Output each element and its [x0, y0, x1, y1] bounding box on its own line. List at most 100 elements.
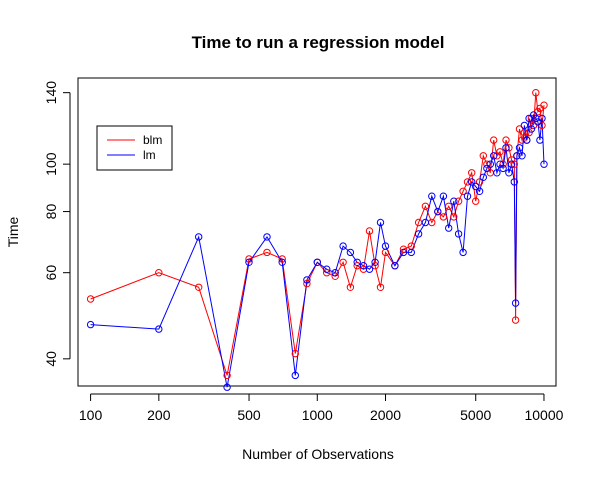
- data-point-blm: [496, 148, 504, 156]
- data-point-lm: [263, 233, 271, 241]
- data-point-lm: [540, 160, 548, 168]
- data-point-lm: [459, 248, 467, 257]
- data-point-blm: [303, 279, 311, 288]
- data-point-lm: [499, 164, 507, 173]
- data-point-blm: [525, 128, 533, 137]
- data-point-lm: [434, 207, 442, 216]
- data-point-blm: [505, 144, 513, 152]
- data-point-lm: [538, 114, 546, 123]
- data-point-lm: [381, 242, 390, 250]
- data-point-blm: [245, 255, 253, 263]
- data-point-lm: [490, 152, 498, 160]
- data-point-lm: [353, 258, 361, 266]
- x-tick-label: 2000: [370, 407, 401, 423]
- data-point-lm: [421, 218, 430, 227]
- data-point-lm: [414, 230, 423, 238]
- data-point-lm: [391, 262, 399, 270]
- data-point-blm: [463, 178, 472, 186]
- data-point-blm: [483, 160, 491, 168]
- data-point-lm: [365, 265, 374, 273]
- y-tick-label: 100: [43, 152, 59, 176]
- data-point-lm: [359, 262, 368, 270]
- data-point-lm: [523, 136, 531, 144]
- data-point-blm: [540, 101, 548, 109]
- x-axis: 100 200 500 1000 2000 5000 10000: [79, 393, 564, 423]
- data-point-blm: [459, 187, 467, 196]
- plot-box: [77, 77, 557, 387]
- data-point-lm: [407, 248, 415, 257]
- data-point-lm: [323, 265, 331, 273]
- data-point-blm: [490, 136, 498, 144]
- data-point-lm: [313, 258, 321, 266]
- data-point-lm: [371, 258, 379, 266]
- data-point-lm: [507, 160, 516, 168]
- data-point-blm: [291, 349, 299, 358]
- data-point-blm: [278, 255, 286, 263]
- data-point-blm: [155, 269, 163, 277]
- data-point-lm: [463, 192, 472, 200]
- y-tick-label: 60: [43, 265, 59, 281]
- data-point-lm: [475, 187, 484, 196]
- data-point-blm: [399, 245, 408, 253]
- data-point-lm: [245, 258, 253, 266]
- data-point-blm: [346, 283, 355, 291]
- data-point-lm: [86, 320, 95, 329]
- y-tick-label: 140: [43, 81, 59, 105]
- data-point-blm: [195, 283, 203, 291]
- x-tick-label: 1000: [302, 407, 333, 423]
- data-point-lm: [428, 192, 436, 200]
- y-tick-label: 80: [43, 204, 59, 220]
- data-point-lm: [493, 169, 501, 177]
- data-point-lm: [223, 383, 231, 391]
- legend-label-lm: lm: [143, 148, 156, 162]
- data-point-blm: [339, 258, 347, 266]
- data-point-lm: [527, 125, 536, 133]
- data-point-blm: [365, 227, 374, 235]
- data-point-blm: [502, 136, 510, 144]
- data-point-lm: [515, 144, 524, 152]
- data-point-blm: [223, 371, 231, 380]
- data-point-blm: [510, 160, 518, 168]
- data-point-blm: [450, 213, 458, 221]
- data-point-blm: [532, 89, 540, 97]
- y-tick-label: 40: [43, 351, 59, 367]
- data-point-lm: [502, 144, 510, 152]
- data-point-lm: [450, 197, 458, 205]
- data-point-lm: [439, 192, 448, 200]
- data-point-blm: [323, 269, 331, 277]
- data-point-lm: [510, 178, 518, 186]
- y-axis-label: Time: [5, 216, 21, 247]
- data-point-blm: [454, 197, 463, 205]
- data-point-lm: [518, 152, 526, 160]
- data-point-blm: [86, 295, 95, 303]
- data-point-lm: [468, 178, 476, 186]
- chart-title: Time to run a regression model: [192, 33, 445, 52]
- x-tick-label: 500: [237, 407, 261, 423]
- data-point-blm: [263, 248, 271, 257]
- data-point-lm: [195, 233, 203, 241]
- x-axis-label: Number of Observations: [242, 446, 394, 462]
- data-point-blm: [520, 128, 529, 137]
- data-point-blm: [515, 125, 524, 133]
- data-point-blm: [511, 316, 520, 324]
- data-point-lm: [511, 299, 520, 307]
- data-point-lm: [303, 276, 311, 284]
- x-tick-label: 10000: [524, 407, 563, 423]
- data-point-lm: [399, 248, 408, 257]
- data-point-blm: [499, 160, 507, 168]
- data-point-blm: [479, 152, 487, 160]
- data-point-blm: [445, 202, 453, 211]
- data-point-blm: [331, 272, 339, 280]
- data-point-lm: [513, 152, 521, 160]
- data-point-blm: [475, 178, 484, 186]
- data-point-lm: [445, 224, 453, 232]
- data-point-lm: [472, 182, 480, 191]
- data-point-lm: [505, 169, 513, 177]
- legend-box: [96, 125, 173, 171]
- data-point-lm: [376, 218, 385, 227]
- data-point-lm: [520, 121, 529, 130]
- data-point-lm: [155, 325, 163, 333]
- plot-area: [86, 89, 548, 391]
